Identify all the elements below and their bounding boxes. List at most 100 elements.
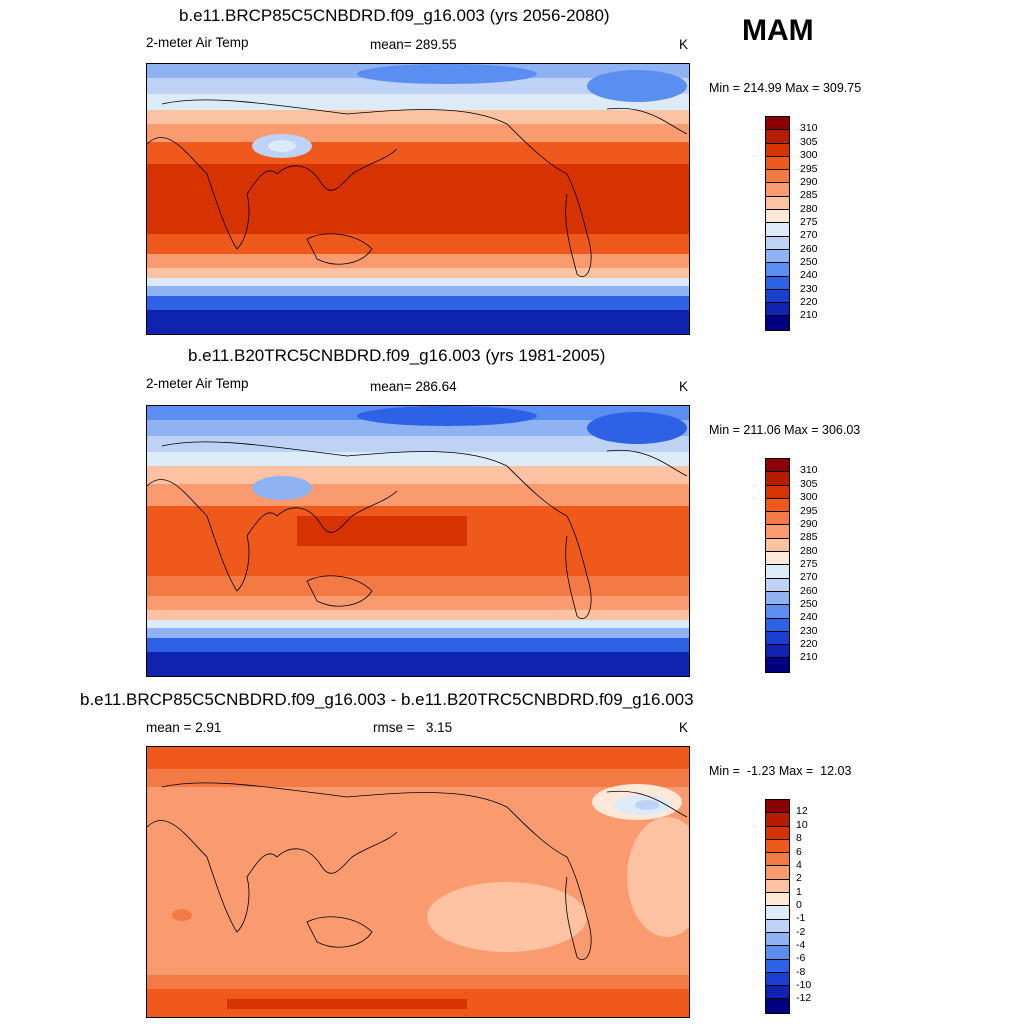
panel1-map (146, 63, 690, 335)
panel1-colorbar-swatch (766, 236, 789, 250)
panel2-colorbar-swatch (766, 565, 789, 579)
panel2-colorbar-swatch (766, 591, 789, 606)
panel2-colorbar-swatch (766, 525, 789, 539)
panel2-colorbar-label: 250 (800, 598, 818, 610)
panel3-colorbar-swatch (766, 866, 789, 880)
panel2-colorbar-label: 285 (800, 531, 818, 543)
panel2-colorbar-swatch (766, 538, 789, 553)
panel3-colorbar-swatch (766, 986, 789, 1000)
panel3-minmax: Min = -1.23 Max = 12.03 (709, 764, 852, 778)
panel2-colorbar-swatch (766, 552, 789, 566)
panel2-colorbar-swatch (766, 631, 789, 646)
panel2-colorbar-swatch (766, 658, 789, 672)
panel1-colorbar-swatch (766, 130, 789, 144)
panel1-colorbar-swatch (766, 156, 789, 171)
panel3-colorbar-swatch (766, 959, 789, 973)
panel3-colorbar (765, 799, 790, 1014)
panel1-colorbar (765, 116, 790, 331)
panel2-minmax: Min = 211.06 Max = 306.03 (709, 423, 861, 437)
panel2-field (147, 406, 689, 676)
panel3-colorbar-label: 6 (796, 846, 802, 858)
panel3-colorbar-swatch (766, 932, 789, 947)
panel1-colorbar-label: 305 (800, 136, 818, 148)
panel3-colorbar-swatch (766, 813, 789, 827)
panel3-title: b.e11.BRCP85C5CNBDRD.f09_g16.003 - b.e11… (80, 690, 694, 709)
panel2-colorbar-label: 270 (800, 571, 818, 583)
panel1-colorbar-swatch (766, 143, 789, 157)
panel1-minmax: Min = 214.99 Max = 309.75 (709, 81, 862, 95)
panel1-colorbar-swatch (766, 196, 789, 211)
panel1-colorbar-swatch (766, 289, 789, 304)
panel2-colorbar-swatch (766, 498, 789, 513)
panel2-colorbar-label: 280 (800, 545, 818, 557)
panel1-colorbar-label: 285 (800, 189, 818, 201)
panel2-colorbar-label: 300 (800, 491, 818, 503)
panel1-colorbar-label: 300 (800, 149, 818, 161)
panel2-map (146, 405, 690, 677)
panel3-colorbar-swatch (766, 879, 789, 894)
panel2-colorbar-label: 230 (800, 625, 818, 637)
panel1-colorbar-label: 240 (800, 269, 818, 281)
panel3-colorbar-label: 10 (796, 819, 808, 831)
panel1-colorbar-swatch (766, 303, 789, 317)
panel3-colorbar-label: 1 (796, 886, 802, 898)
panel2-colorbar (765, 458, 790, 673)
panel2-colorbar-label: 310 (800, 464, 818, 476)
panel1-colorbar-swatch (766, 249, 789, 264)
panel2-colorbar-label: 275 (800, 558, 818, 570)
panel2-colorbar-label: 290 (800, 518, 818, 530)
panel2-variable: 2-meter Air Temp (146, 376, 249, 391)
season-label: MAM (742, 14, 814, 47)
panel3-colorbar-label: -1 (796, 912, 806, 924)
panel3-colorbar-swatch (766, 972, 789, 987)
panel2-colorbar-swatch (766, 645, 789, 659)
panel1-colorbar-swatch (766, 316, 789, 330)
panel1-colorbar-swatch (766, 117, 789, 131)
panel1-colorbar-label: 220 (800, 296, 818, 308)
panel1-colorbar-swatch (766, 276, 789, 290)
panel3-colorbar-swatch (766, 800, 789, 814)
panel3-colorbar-swatch (766, 826, 789, 840)
panel3-mean: mean = 2.91 (146, 720, 222, 735)
panel2-colorbar-label: 305 (800, 478, 818, 490)
panel1-colorbar-swatch (766, 183, 789, 197)
panel3-colorbar-label: -12 (796, 992, 812, 1004)
panel1-colorbar-label: 310 (800, 122, 818, 134)
panel1-colorbar-label: 260 (800, 243, 818, 255)
panel1-colorbar-swatch (766, 263, 789, 277)
panel1-variable: 2-meter Air Temp (146, 35, 249, 50)
panel1-colorbar-swatch (766, 223, 789, 237)
panel1-units: K (679, 37, 689, 52)
panel2-colorbar-label: 260 (800, 585, 818, 597)
panel2-colorbar-swatch (766, 472, 789, 486)
panel3-colorbar-swatch (766, 919, 789, 933)
panel3-colorbar-label: 0 (796, 899, 802, 911)
panel2-colorbar-swatch (766, 605, 789, 619)
panel1-colorbar-swatch (766, 170, 789, 184)
panel3-colorbar-label: -10 (796, 979, 812, 991)
panel2-colorbar-swatch (766, 618, 789, 632)
panel3-map (146, 746, 690, 1018)
panel3-colorbar-label: 2 (796, 872, 802, 884)
panel1-colorbar-swatch (766, 210, 789, 224)
panel2-colorbar-swatch (766, 459, 789, 473)
panel2-mean: mean= 286.64 (370, 379, 457, 394)
panel1-colorbar-label: 210 (800, 309, 818, 321)
panel3-colorbar-label: 4 (796, 859, 802, 871)
panel3-colorbar-swatch (766, 893, 789, 907)
panel3-field (147, 747, 689, 1017)
panel1-colorbar-label: 290 (800, 176, 818, 188)
panel2-colorbar-label: 210 (800, 651, 818, 663)
panel1-mean: mean= 289.55 (370, 37, 457, 52)
panel1-colorbar-label: 275 (800, 216, 818, 228)
panel2-colorbar-swatch (766, 578, 789, 592)
panel3-rmse: rmse = 3.15 (373, 720, 453, 735)
panel2-colorbar-label: 295 (800, 505, 818, 517)
panel2-colorbar-label: 240 (800, 611, 818, 623)
panel3-colorbar-swatch (766, 999, 789, 1013)
panel2-title: b.e11.B20TRC5CNBDRD.f09_g16.003 (yrs 198… (188, 346, 606, 365)
panel2-units: K (679, 379, 689, 394)
panel1-colorbar-label: 280 (800, 203, 818, 215)
panel3-colorbar-label: 12 (796, 805, 808, 817)
panel2-colorbar-swatch (766, 485, 789, 499)
